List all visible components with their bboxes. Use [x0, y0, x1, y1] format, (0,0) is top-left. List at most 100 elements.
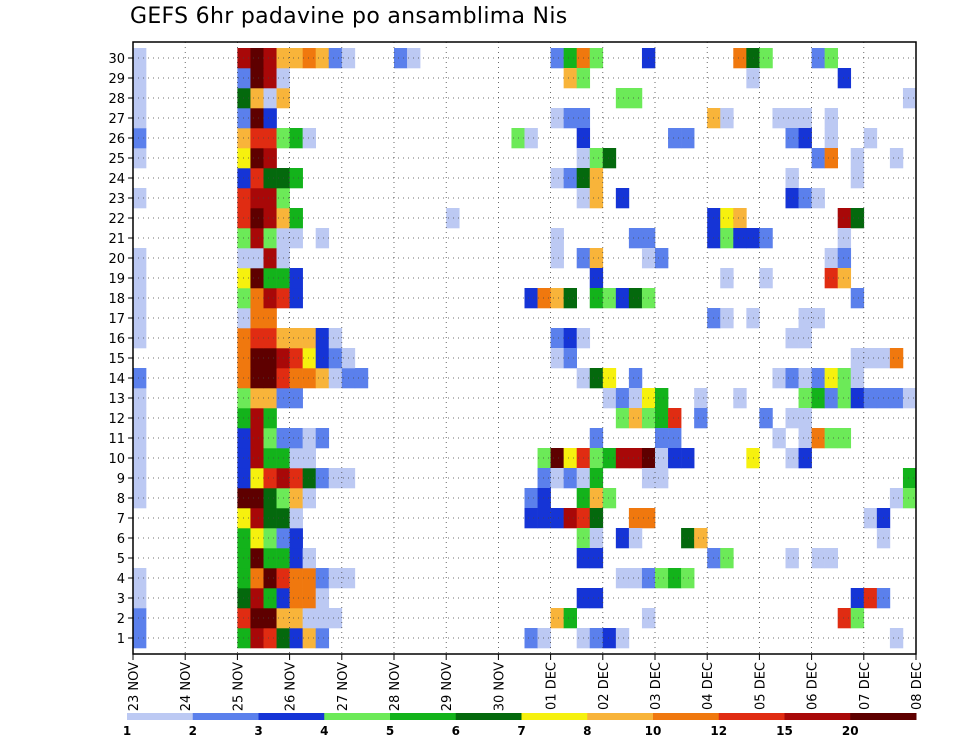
heatmap-cell [263, 128, 277, 149]
heatmap-cell [837, 228, 852, 249]
heatmap-cell [289, 348, 303, 369]
heatmap-cell [798, 388, 812, 409]
y-tick-label: 23 [108, 192, 125, 207]
heatmap-cell [694, 408, 708, 429]
heatmap-cell [250, 528, 264, 549]
colorbar-label: 4 [320, 724, 328, 738]
x-tick-label: 25 NOV [231, 662, 246, 711]
heatmap-cell [902, 488, 917, 509]
heatmap-cell [263, 448, 277, 469]
heatmap-cell [889, 388, 904, 409]
heatmap-cell [289, 488, 303, 509]
heatmap-cell [237, 48, 251, 69]
heatmap-cell [302, 588, 316, 609]
heatmap-cell [628, 568, 643, 589]
colorbar-label: 3 [254, 724, 262, 738]
heatmap-cell [263, 288, 277, 309]
heatmap-cell [589, 428, 604, 449]
heatmap-cell [655, 248, 669, 269]
heatmap-cell [289, 568, 303, 589]
heatmap-cell [263, 368, 277, 389]
heatmap-cell [302, 468, 316, 489]
colorbar: 1 2 3 4 5 6 7 8 10 12 15 20 [123, 713, 917, 738]
heatmap-cell [250, 388, 264, 409]
heatmap-cell [720, 108, 734, 129]
heatmap-cell [615, 528, 630, 549]
x-tick-label: 24 NOV [179, 662, 194, 711]
heatmap-cell [798, 408, 812, 429]
heatmap-cell [589, 588, 604, 609]
heatmap-cell [589, 288, 604, 309]
heatmap-cell [628, 408, 643, 429]
heatmap-cell [785, 188, 799, 209]
heatmap-cell [263, 248, 277, 269]
heatmap-cell [289, 588, 303, 609]
heatmap-cell [824, 48, 838, 69]
colorbar-swatch [390, 713, 457, 720]
heatmap-cell [133, 388, 147, 409]
heatmap-cell [289, 608, 303, 629]
y-tick-label: 4 [117, 572, 125, 587]
heatmap-cell [328, 328, 343, 349]
heatmap-cell [289, 128, 303, 149]
heatmap-cell [589, 268, 604, 289]
heatmap-cell [655, 448, 669, 469]
heatmap-cell [537, 628, 551, 649]
heatmap-cell [237, 308, 251, 329]
plot-frame [132, 41, 917, 655]
heatmap-cell [263, 108, 277, 129]
heatmap-cell [237, 428, 251, 449]
heatmap-cell [550, 168, 564, 189]
heatmap-cell [446, 208, 460, 229]
heatmap-cell [302, 548, 316, 569]
heatmap-cell [720, 548, 734, 569]
heatmap-cell [237, 488, 251, 509]
heatmap-cell [263, 48, 277, 69]
heatmap-cell [537, 468, 551, 489]
x-tick-label: 26 NOV [284, 662, 299, 711]
heatmap-cell [524, 488, 538, 509]
heatmap-cell [550, 228, 564, 249]
heatmap-cell [655, 468, 669, 489]
heatmap-cell [655, 428, 669, 449]
colorbar-label: 6 [452, 724, 460, 738]
heatmap-cell [328, 48, 343, 69]
heatmap-cell [589, 508, 604, 529]
y-tick-label: 27 [108, 112, 125, 127]
heatmap-cell [237, 508, 251, 529]
heatmap-cell [289, 468, 303, 489]
colorbar-label: 5 [386, 724, 394, 738]
heatmap-cell [289, 548, 303, 569]
heatmap-cell [237, 68, 251, 89]
heatmap-cell [837, 368, 852, 389]
heatmap-cell [537, 288, 551, 309]
colorbar-label: 1 [123, 724, 131, 738]
heatmap-cell [589, 188, 604, 209]
heatmap-cell [133, 608, 147, 629]
heatmap-cell [850, 168, 865, 189]
y-tick-label: 28 [108, 92, 125, 107]
heatmap-cell [315, 628, 330, 649]
heatmap-cell [602, 448, 617, 469]
heatmap-cell [850, 588, 865, 609]
heatmap-cell [824, 388, 838, 409]
heatmap-cell [668, 408, 682, 429]
heatmap-cell [250, 108, 264, 129]
heatmap-cell [315, 428, 330, 449]
x-tick-label: 29 NOV [440, 662, 455, 711]
heatmap-cell [720, 208, 734, 229]
heatmap-cell [250, 588, 264, 609]
heatmap-cell [133, 448, 147, 469]
heatmap-cell [837, 608, 852, 629]
heatmap-cell [289, 628, 303, 649]
heatmap-cell [615, 88, 630, 109]
x-tick-label: 07 DEC [858, 662, 873, 710]
heatmap-cell [668, 448, 682, 469]
heatmap-cell [563, 48, 577, 69]
heatmap-cell [720, 228, 734, 249]
heatmap-cell [681, 128, 695, 149]
y-tick-label: 11 [108, 432, 125, 447]
heatmap-cell [681, 528, 695, 549]
heatmap-cell [628, 448, 643, 469]
